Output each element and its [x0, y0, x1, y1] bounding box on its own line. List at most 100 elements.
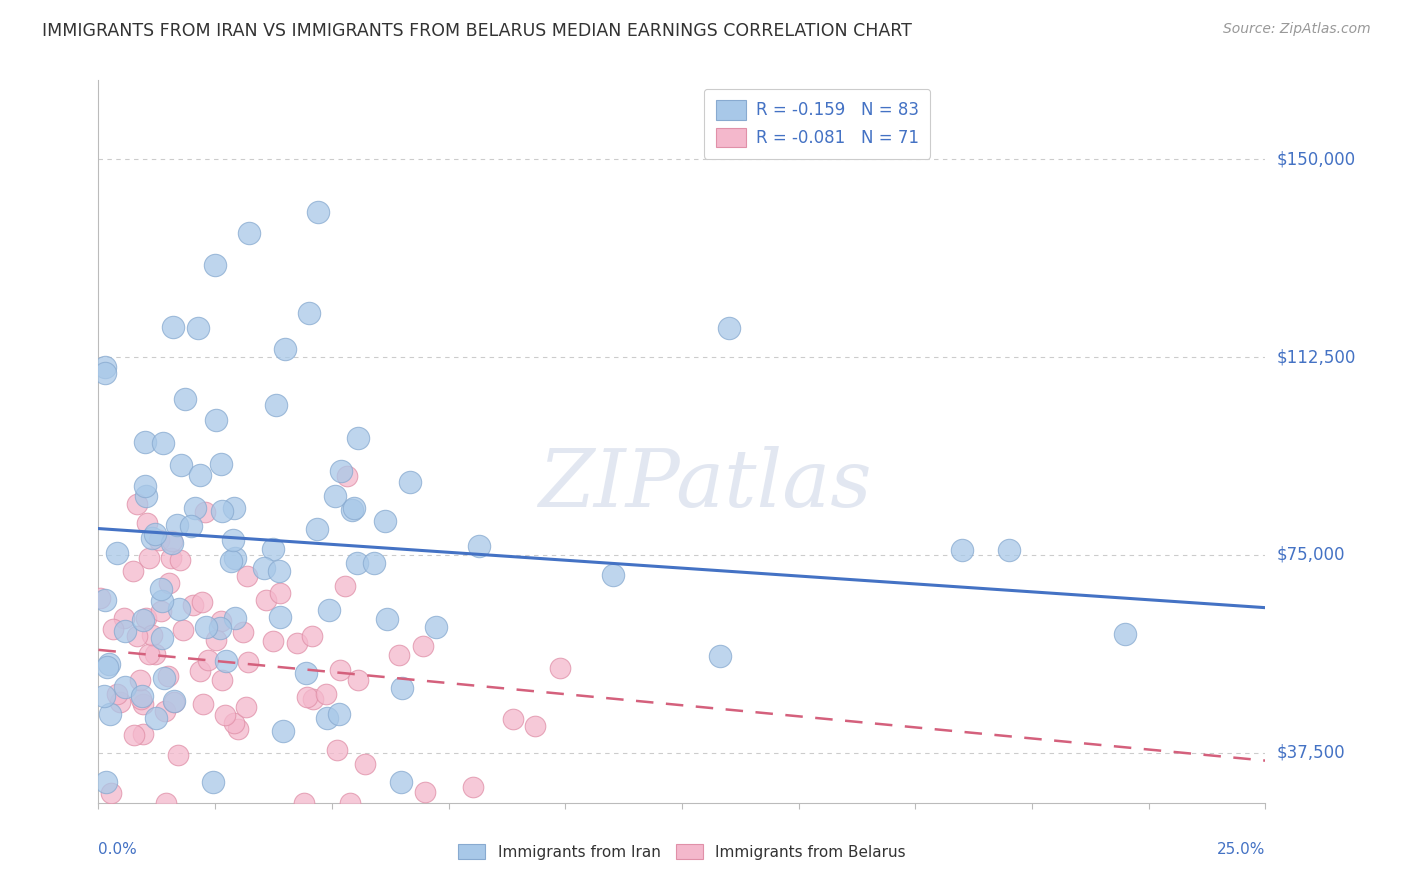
Point: [94, 774, 117, 789]
Point: [315, 687, 337, 701]
Point: [160, 533, 183, 548]
Point: [141, 532, 163, 546]
Point: [262, 633, 284, 648]
Point: [340, 503, 363, 517]
Legend: Immigrants from Iran, Immigrants from Belarus: Immigrants from Iran, Immigrants from Be…: [450, 836, 914, 867]
Point: [374, 514, 396, 528]
Point: [205, 633, 228, 648]
Point: [269, 586, 291, 600]
Point: [205, 413, 228, 427]
Point: [204, 258, 226, 272]
Point: [191, 595, 214, 609]
Point: [219, 554, 242, 568]
Point: [302, 691, 325, 706]
Point: [391, 681, 413, 695]
Point: [346, 431, 368, 445]
Point: [347, 673, 370, 687]
Text: $37,500: $37,500: [1277, 744, 1346, 762]
Text: 0.0%: 0.0%: [98, 842, 138, 856]
Point: [399, 475, 422, 489]
Point: [163, 695, 186, 709]
Point: [236, 569, 259, 583]
Point: [141, 628, 163, 642]
Point: [602, 568, 624, 582]
Text: $112,500: $112,500: [1277, 348, 1355, 366]
Point: [157, 669, 180, 683]
Point: [523, 719, 546, 733]
Point: [412, 640, 434, 654]
Point: [1114, 627, 1136, 641]
Point: [273, 342, 295, 356]
Point: [709, 649, 731, 664]
Point: [150, 604, 173, 618]
Point: [224, 715, 246, 730]
Point: [105, 687, 128, 701]
Point: [950, 542, 973, 557]
Point: [298, 306, 321, 320]
Point: [136, 516, 159, 530]
Point: [128, 673, 150, 687]
Point: [285, 636, 308, 650]
Point: [181, 598, 204, 612]
Point: [187, 321, 209, 335]
Point: [194, 505, 217, 519]
Point: [333, 579, 356, 593]
Point: [143, 527, 166, 541]
Point: [152, 436, 174, 450]
Point: [354, 757, 377, 772]
Point: [131, 727, 153, 741]
Text: $75,000: $75,000: [1277, 546, 1346, 564]
Point: [138, 648, 160, 662]
Point: [114, 624, 136, 638]
Point: [197, 653, 219, 667]
Point: [997, 542, 1019, 557]
Point: [173, 392, 195, 406]
Point: [96, 660, 118, 674]
Point: [134, 434, 156, 449]
Point: [129, 692, 152, 706]
Point: [307, 204, 329, 219]
Point: [228, 722, 250, 736]
Point: [202, 774, 225, 789]
Point: [135, 611, 157, 625]
Point: [461, 780, 484, 794]
Point: [294, 665, 316, 680]
Point: [157, 576, 180, 591]
Point: [132, 697, 155, 711]
Point: [163, 693, 186, 707]
Point: [315, 711, 337, 725]
Text: IMMIGRANTS FROM IRAN VS IMMIGRANTS FROM BELARUS MEDIAN EARNINGS CORRELATION CHAR: IMMIGRANTS FROM IRAN VS IMMIGRANTS FROM …: [42, 22, 912, 40]
Point: [318, 602, 340, 616]
Point: [159, 551, 181, 566]
Point: [269, 609, 291, 624]
Point: [105, 546, 128, 560]
Point: [222, 533, 245, 547]
Point: [127, 628, 149, 642]
Point: [425, 620, 447, 634]
Point: [301, 630, 323, 644]
Point: [131, 689, 153, 703]
Point: [188, 467, 211, 482]
Point: [297, 690, 319, 705]
Point: [224, 610, 246, 624]
Text: $150,000: $150,000: [1277, 151, 1355, 169]
Point: [224, 551, 246, 566]
Point: [173, 623, 195, 637]
Point: [94, 592, 117, 607]
Point: [264, 398, 287, 412]
Point: [89, 591, 111, 605]
Point: [222, 500, 245, 515]
Point: [169, 602, 191, 616]
Point: [238, 655, 260, 669]
Point: [211, 504, 233, 518]
Point: [326, 743, 349, 757]
Point: [148, 533, 170, 547]
Point: [100, 786, 122, 800]
Point: [550, 661, 572, 675]
Point: [389, 774, 412, 789]
Point: [375, 612, 398, 626]
Point: [262, 541, 284, 556]
Point: [336, 468, 359, 483]
Point: [717, 321, 740, 335]
Point: [253, 560, 276, 574]
